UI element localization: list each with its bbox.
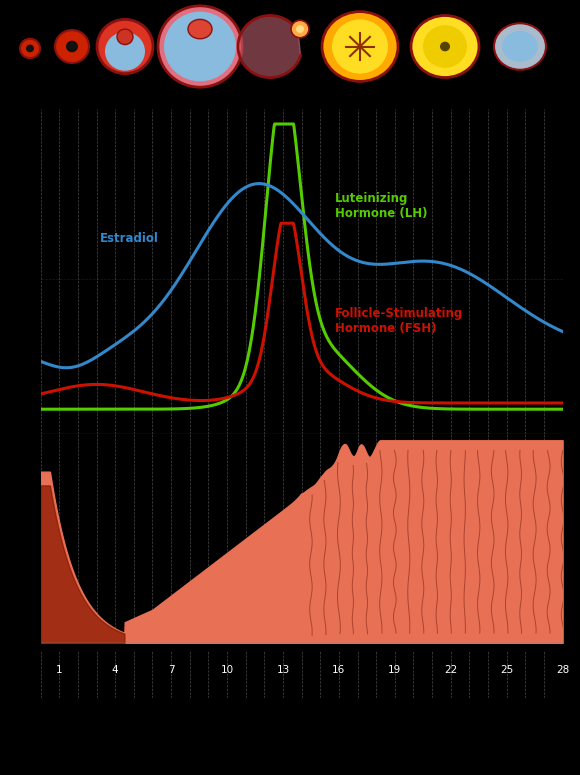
Ellipse shape	[26, 44, 34, 53]
Ellipse shape	[494, 23, 546, 70]
Ellipse shape	[97, 19, 153, 74]
Ellipse shape	[440, 42, 450, 51]
Ellipse shape	[502, 31, 538, 62]
Ellipse shape	[20, 39, 40, 58]
Ellipse shape	[164, 12, 236, 81]
Ellipse shape	[332, 19, 388, 74]
Ellipse shape	[158, 5, 242, 88]
Text: Follicle-Stimulating
Hormone (FSH): Follicle-Stimulating Hormone (FSH)	[335, 307, 463, 335]
Ellipse shape	[423, 25, 467, 68]
Ellipse shape	[322, 12, 398, 81]
Ellipse shape	[55, 30, 89, 63]
Text: 10: 10	[220, 665, 234, 674]
Ellipse shape	[117, 29, 133, 44]
Text: Luteinizing
Hormone (LH): Luteinizing Hormone (LH)	[335, 192, 427, 220]
Text: 13: 13	[276, 665, 289, 674]
Ellipse shape	[411, 16, 479, 78]
Polygon shape	[238, 16, 300, 78]
Text: 22: 22	[444, 665, 458, 674]
Ellipse shape	[105, 32, 145, 71]
Ellipse shape	[188, 19, 212, 39]
Text: 19: 19	[388, 665, 401, 674]
Text: 7: 7	[168, 665, 175, 674]
Ellipse shape	[66, 40, 78, 53]
Text: 28: 28	[556, 665, 569, 674]
Ellipse shape	[296, 25, 304, 33]
Text: 4: 4	[112, 665, 118, 674]
Ellipse shape	[291, 20, 309, 38]
Text: 25: 25	[500, 665, 513, 674]
Text: 16: 16	[332, 665, 346, 674]
Text: 1: 1	[56, 665, 63, 674]
Text: Estradiol: Estradiol	[100, 232, 159, 245]
